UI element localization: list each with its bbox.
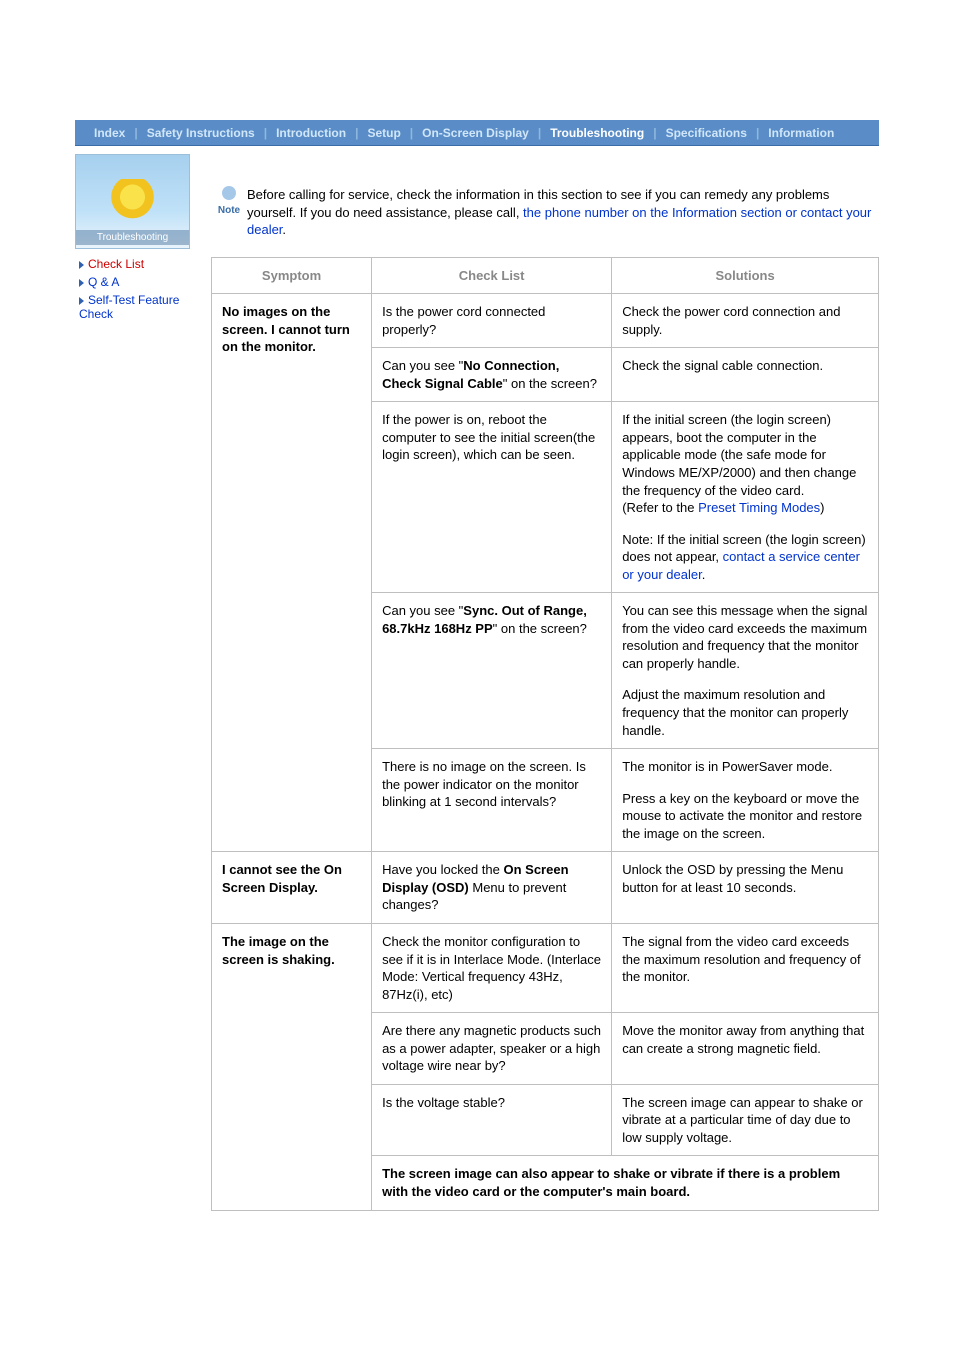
sidebar-item-checklist[interactable]: Check List bbox=[75, 255, 205, 273]
th-symptom: Symptom bbox=[212, 257, 372, 294]
inline-link[interactable]: Preset Timing Modes bbox=[698, 500, 820, 515]
checklist-cell: Check the monitor configuration to see i… bbox=[372, 923, 612, 1012]
arrow-icon bbox=[79, 261, 84, 269]
checklist-cell: If the power is on, reboot the computer … bbox=[372, 402, 612, 593]
thumbnail-label: Troubleshooting bbox=[76, 230, 189, 245]
top-navbar: Index| Safety Instructions| Introduction… bbox=[75, 120, 879, 146]
section-thumbnail: Troubleshooting bbox=[75, 154, 190, 249]
solution-cell: The screen image can appear to shake or … bbox=[612, 1084, 879, 1156]
sidebar-link-qa[interactable]: Q & A bbox=[88, 275, 119, 289]
arrow-icon bbox=[79, 279, 84, 287]
note-text: Before calling for service, check the in… bbox=[247, 186, 879, 239]
symptom-cell: No images on the screen. I cannot turn o… bbox=[212, 294, 372, 852]
solution-cell: Move the monitor away from anything that… bbox=[612, 1013, 879, 1085]
main-content: Note Before calling for service, check t… bbox=[205, 146, 879, 1211]
checklist-cell: Have you locked the On Screen Display (O… bbox=[372, 852, 612, 924]
checklist-cell: Is the voltage stable? bbox=[372, 1084, 612, 1156]
solution-cell: Check the power cord connection and supp… bbox=[612, 294, 879, 348]
nav-osd[interactable]: On-Screen Display bbox=[413, 126, 538, 140]
checklist-cell: There is no image on the screen. Is the … bbox=[372, 749, 612, 852]
sidebar-links: Check List Q & A Self-Test Feature Check bbox=[75, 255, 205, 323]
nav-specs[interactable]: Specifications bbox=[657, 126, 756, 140]
checklist-cell: Are there any magnetic products such as … bbox=[372, 1013, 612, 1085]
nav-intro[interactable]: Introduction bbox=[267, 126, 355, 140]
nav-troubleshooting[interactable]: Troubleshooting bbox=[541, 126, 653, 140]
inline-link[interactable]: contact a service center or your dealer bbox=[622, 549, 860, 582]
flower-icon bbox=[110, 179, 155, 224]
table-row: The image on the screen is shaking.Check… bbox=[212, 923, 879, 1012]
solution-cell: Check the signal cable connection. bbox=[612, 348, 879, 402]
sidebar: Troubleshooting Check List Q & A Self-Te… bbox=[75, 146, 205, 323]
th-checklist: Check List bbox=[372, 257, 612, 294]
sidebar-link-checklist[interactable]: Check List bbox=[88, 257, 144, 271]
note-block: Note Before calling for service, check t… bbox=[211, 186, 879, 239]
sidebar-link-selftest[interactable]: Self-Test Feature Check bbox=[79, 293, 179, 321]
footer-cell: The screen image can also appear to shak… bbox=[372, 1156, 879, 1210]
checklist-cell: Is the power cord connected properly? bbox=[372, 294, 612, 348]
note-icon: Note bbox=[211, 186, 247, 216]
nav-safety[interactable]: Safety Instructions bbox=[138, 126, 264, 140]
symptom-cell: I cannot see the On Screen Display. bbox=[212, 852, 372, 924]
table-row: No images on the screen. I cannot turn o… bbox=[212, 294, 879, 348]
th-solutions: Solutions bbox=[612, 257, 879, 294]
note-icon-label: Note bbox=[218, 205, 240, 216]
troubleshooting-table: Symptom Check List Solutions No images o… bbox=[211, 257, 879, 1211]
nav-setup[interactable]: Setup bbox=[358, 126, 409, 140]
solution-cell: If the initial screen (the login screen)… bbox=[612, 402, 879, 593]
checklist-cell: Can you see "Sync. Out of Range, 68.7kHz… bbox=[372, 593, 612, 749]
solution-cell: The signal from the video card exceeds t… bbox=[612, 923, 879, 1012]
arrow-icon bbox=[79, 297, 84, 305]
nav-info[interactable]: Information bbox=[759, 126, 843, 140]
pin-icon bbox=[222, 186, 236, 200]
solution-cell: You can see this message when the signal… bbox=[612, 593, 879, 749]
symptom-cell: The image on the screen is shaking. bbox=[212, 923, 372, 1210]
note-text-after: . bbox=[282, 222, 286, 237]
nav-index[interactable]: Index bbox=[85, 126, 134, 140]
checklist-cell: Can you see "No Connection, Check Signal… bbox=[372, 348, 612, 402]
table-row: I cannot see the On Screen Display.Have … bbox=[212, 852, 879, 924]
solution-cell: The monitor is in PowerSaver mode.Press … bbox=[612, 749, 879, 852]
sidebar-item-qa[interactable]: Q & A bbox=[75, 273, 205, 291]
sidebar-item-selftest[interactable]: Self-Test Feature Check bbox=[75, 291, 205, 323]
solution-cell: Unlock the OSD by pressing the Menu butt… bbox=[612, 852, 879, 924]
